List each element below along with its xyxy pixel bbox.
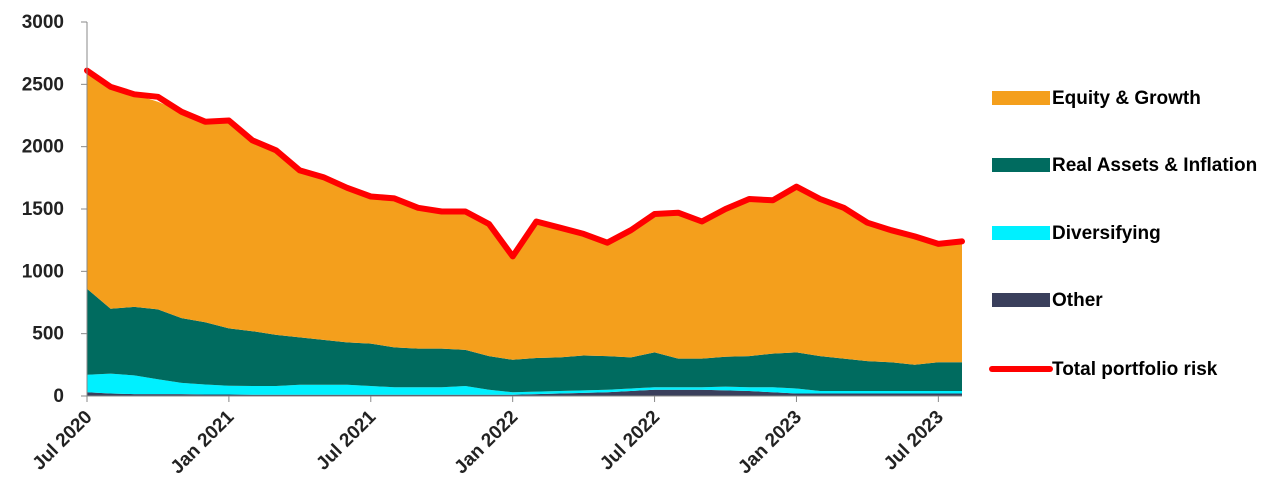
y-tick-label: 0 [53, 386, 64, 407]
x-tick-label: Jan 2023 [734, 407, 806, 479]
stacked-areas [87, 70, 962, 396]
y-ticks: 0 500 1000 1500 2000 2500 3000 [22, 12, 87, 407]
y-tick-label: 2000 [22, 137, 64, 158]
x-tick-label: Jul 2021 [312, 406, 380, 474]
line-total-portfolio-risk [84, 67, 965, 260]
x-tick-label: Jul 2023 [880, 407, 948, 475]
x-tick-label: Jan 2022 [451, 407, 523, 479]
y-tick-label: 2500 [22, 74, 64, 95]
legend-label-other: Other [1052, 290, 1103, 311]
y-tick-label: 1000 [22, 261, 64, 282]
x-tick-label: Jul 2020 [29, 407, 97, 475]
total-risk-line-group [84, 67, 965, 260]
area-equity-and-growth [87, 70, 962, 365]
y-tick-label: 1500 [22, 199, 64, 220]
x-tick-label: Jul 2022 [596, 407, 664, 475]
legend-label-diversifying: Diversifying [1052, 223, 1161, 244]
legend-swatch-other [992, 293, 1050, 307]
y-tick-label: 500 [32, 324, 64, 345]
legend: Equity & Growth Real Assets & Inflation Di… [989, 88, 1257, 380]
x-tick-label: Jan 2021 [167, 406, 239, 478]
legend-label-total-portfolio-risk: Total portfolio risk [1052, 359, 1218, 380]
legend-swatch-diversifying [992, 226, 1050, 240]
area-other [87, 389, 962, 396]
y-tick-label: 3000 [22, 12, 64, 33]
legend-label-real-assets-and-inflation: Real Assets & Inflation [1052, 155, 1257, 176]
legend-swatch-equity-and-growth [992, 91, 1050, 105]
area-diversifying [87, 373, 962, 395]
x-ticks: Jul 2020 Jan 2021 Jul 2021 Jan 2022 Jul 2022… [29, 396, 948, 478]
legend-label-equity-and-growth: Equity & Growth [1052, 88, 1201, 109]
legend-swatch-real-assets-and-inflation [992, 158, 1050, 172]
area-real-assets-and-inflation [87, 288, 962, 393]
